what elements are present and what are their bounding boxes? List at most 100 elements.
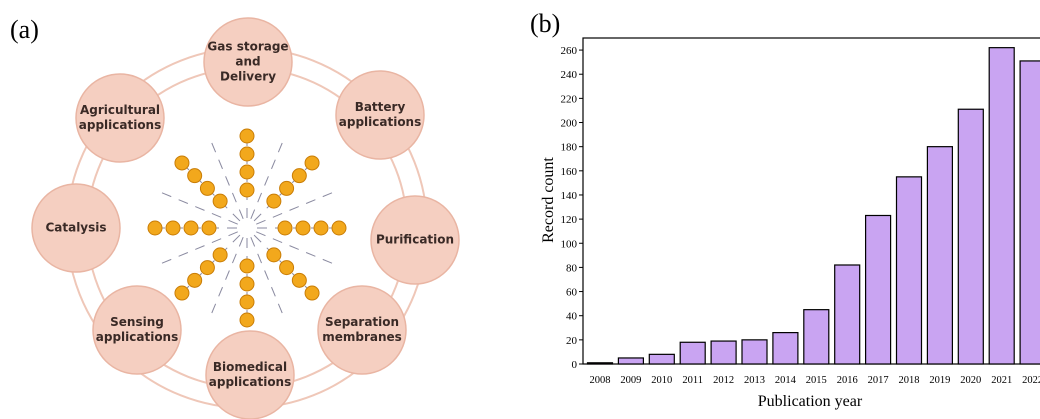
linker (232, 254, 236, 263)
x-tick-label: 2015 (806, 375, 827, 386)
linker (278, 304, 282, 313)
linker (289, 246, 298, 250)
bar (897, 177, 922, 364)
x-tick-label: 2010 (651, 375, 672, 386)
cluster (166, 221, 180, 235)
node-label: Agricultural (80, 103, 160, 117)
node: Gas storageandDelivery (204, 18, 292, 106)
cluster (296, 221, 310, 235)
cluster (240, 183, 254, 197)
y-tick-label: 60 (566, 287, 578, 299)
node-label: applications (339, 115, 422, 129)
bar (1020, 61, 1040, 364)
x-tick-label: 2008 (590, 375, 611, 386)
cluster (280, 181, 294, 195)
cluster (305, 156, 319, 170)
bar (989, 48, 1014, 364)
x-tick-label: 2017 (868, 375, 889, 386)
linker (271, 287, 275, 296)
linker (229, 232, 238, 236)
panel-label: (b) (530, 9, 560, 38)
y-tick-label: 100 (561, 238, 578, 250)
cluster (240, 295, 254, 309)
cluster (278, 221, 292, 235)
bar (649, 354, 674, 364)
linker (233, 214, 240, 221)
node-label: Purification (376, 233, 454, 247)
y-tick-label: 20 (566, 335, 578, 347)
node-label: Delivery (220, 70, 276, 84)
linker (254, 235, 261, 242)
linker (162, 193, 171, 197)
bar (588, 363, 613, 364)
linker (256, 220, 265, 224)
bar (742, 340, 767, 364)
linker (265, 270, 269, 279)
cluster (213, 248, 227, 262)
linker (278, 143, 282, 152)
x-tick-label: 2018 (899, 375, 920, 386)
y-tick-label: 180 (561, 142, 578, 154)
y-tick-label: 0 (572, 359, 578, 371)
cluster (200, 261, 214, 275)
linker (254, 214, 261, 221)
cluster (240, 129, 254, 143)
linker (219, 160, 223, 169)
node: Separationmembranes (318, 286, 406, 374)
linker (306, 200, 315, 204)
linker (258, 254, 262, 263)
x-tick-label: 2009 (620, 375, 641, 386)
linker (273, 239, 282, 243)
cluster (240, 259, 254, 273)
linker (219, 287, 223, 296)
node-label: membranes (322, 330, 402, 344)
cluster (175, 286, 189, 300)
cluster (213, 194, 227, 208)
bar (804, 310, 829, 364)
y-tick-label: 200 (561, 118, 578, 130)
panel-label: (a) (10, 15, 39, 44)
x-tick-label: 2022 (1022, 375, 1040, 386)
cluster (148, 221, 162, 235)
node-label: Sensing (110, 315, 164, 329)
linker (265, 176, 269, 185)
x-tick-label: 2016 (837, 375, 858, 386)
linker (289, 207, 298, 211)
cluster (292, 273, 306, 287)
x-tick-label: 2014 (775, 375, 797, 386)
x-axis-title: Publication year (758, 393, 863, 410)
cluster (305, 286, 319, 300)
y-tick-label: 140 (561, 190, 578, 202)
bar (680, 342, 705, 364)
linker (251, 210, 255, 219)
linker (195, 246, 204, 250)
linker (226, 270, 230, 279)
bar (711, 341, 736, 364)
cluster (240, 313, 254, 327)
figure: (a) Gas storageandDeliveryBatteryapplica… (0, 0, 1040, 419)
x-tick-label: 2012 (713, 375, 734, 386)
linker (179, 252, 188, 256)
linker (323, 259, 332, 263)
node-label: Catalysis (45, 221, 106, 235)
node-label: Separation (325, 315, 399, 329)
linker (306, 252, 315, 256)
cluster (314, 221, 328, 235)
bar (835, 265, 860, 364)
y-tick-label: 260 (561, 45, 578, 57)
linker (212, 213, 221, 217)
y-tick-label: 120 (561, 214, 578, 226)
node-label: Biomedical (213, 360, 287, 374)
y-tick-label: 220 (561, 93, 578, 105)
x-tick-label: 2021 (991, 375, 1012, 386)
linker (239, 237, 243, 246)
y-axis-title: Record count (540, 157, 557, 243)
y-tick-label: 160 (561, 166, 578, 178)
linker (256, 232, 265, 236)
linker (179, 200, 188, 204)
bar (958, 109, 983, 364)
x-tick-label: 2020 (960, 375, 981, 386)
node: Catalysis (32, 184, 120, 272)
linker (162, 259, 171, 263)
cluster (184, 221, 198, 235)
